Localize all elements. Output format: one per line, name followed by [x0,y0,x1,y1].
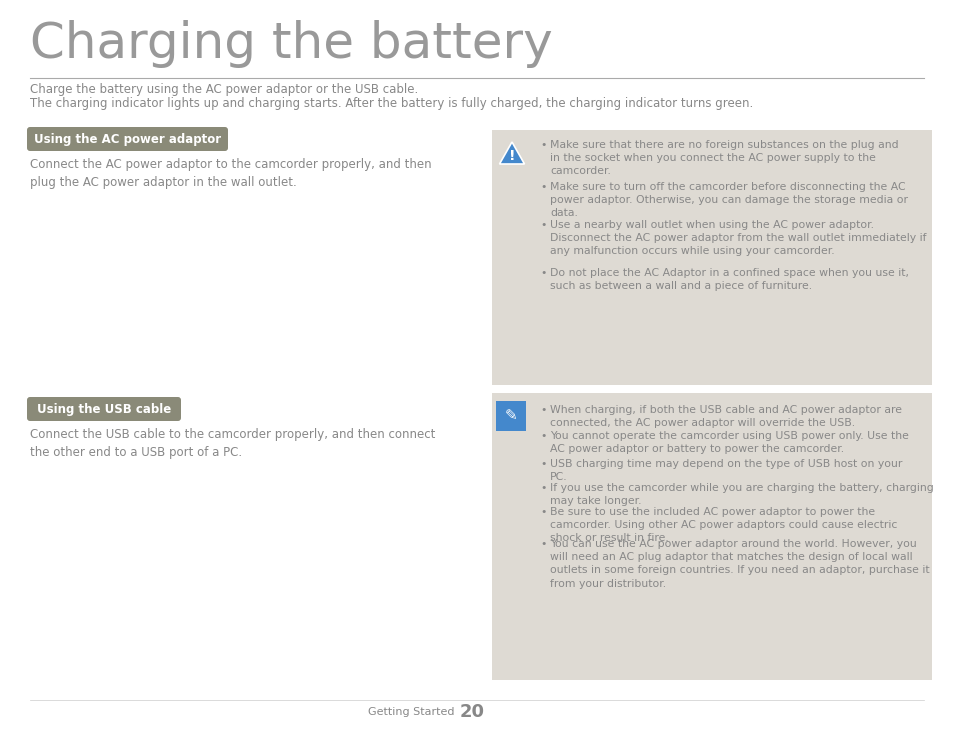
Text: The charging indicator lights up and charging starts. After the battery is fully: The charging indicator lights up and cha… [30,97,753,110]
Text: When charging, if both the USB cable and AC power adaptor are
connected, the AC : When charging, if both the USB cable and… [550,405,901,429]
Text: Use a nearby wall outlet when using the AC power adaptor.
Disconnect the AC powe: Use a nearby wall outlet when using the … [550,220,925,256]
Text: Getting Started: Getting Started [368,707,455,717]
FancyBboxPatch shape [27,397,181,421]
FancyBboxPatch shape [492,130,931,385]
FancyBboxPatch shape [27,127,228,151]
Text: •: • [539,220,546,230]
Text: Do not place the AC Adaptor in a confined space when you use it,
such as between: Do not place the AC Adaptor in a confine… [550,268,908,291]
Text: Charge the battery using the AC power adaptor or the USB cable.: Charge the battery using the AC power ad… [30,83,417,96]
Text: Connect the USB cable to the camcorder properly, and then connect
the other end : Connect the USB cable to the camcorder p… [30,428,435,459]
Text: •: • [539,268,546,278]
Text: •: • [539,507,546,517]
FancyBboxPatch shape [492,393,931,680]
Text: Using the USB cable: Using the USB cable [37,402,171,415]
Text: •: • [539,483,546,493]
Text: •: • [539,459,546,469]
Text: •: • [539,431,546,441]
Text: USB charging time may depend on the type of USB host on your
PC.: USB charging time may depend on the type… [550,459,902,483]
Text: •: • [539,140,546,150]
Text: •: • [539,182,546,192]
Text: If you use the camcorder while you are charging the battery, charging
may take l: If you use the camcorder while you are c… [550,483,933,506]
Text: Be sure to use the included AC power adaptor to power the
camcorder. Using other: Be sure to use the included AC power ada… [550,507,897,543]
Text: •: • [539,539,546,549]
Text: ✎: ✎ [504,409,517,423]
Text: Charging the battery: Charging the battery [30,20,552,68]
Text: You can use the AC power adaptor around the world. However, you
will need an AC : You can use the AC power adaptor around … [550,539,928,588]
Text: Connect the AC power adaptor to the camcorder properly, and then
plug the AC pow: Connect the AC power adaptor to the camc… [30,158,431,189]
Text: •: • [539,405,546,415]
Text: 20: 20 [459,703,484,721]
Text: You cannot operate the camcorder using USB power only. Use the
AC power adaptor : You cannot operate the camcorder using U… [550,431,908,454]
Text: Make sure to turn off the camcorder before disconnecting the AC
power adaptor. O: Make sure to turn off the camcorder befo… [550,182,907,218]
Text: Make sure that there are no foreign substances on the plug and
in the socket whe: Make sure that there are no foreign subs… [550,140,898,177]
Text: !: ! [508,149,515,163]
FancyBboxPatch shape [496,401,525,431]
Text: Using the AC power adaptor: Using the AC power adaptor [34,133,221,145]
Polygon shape [499,142,524,164]
